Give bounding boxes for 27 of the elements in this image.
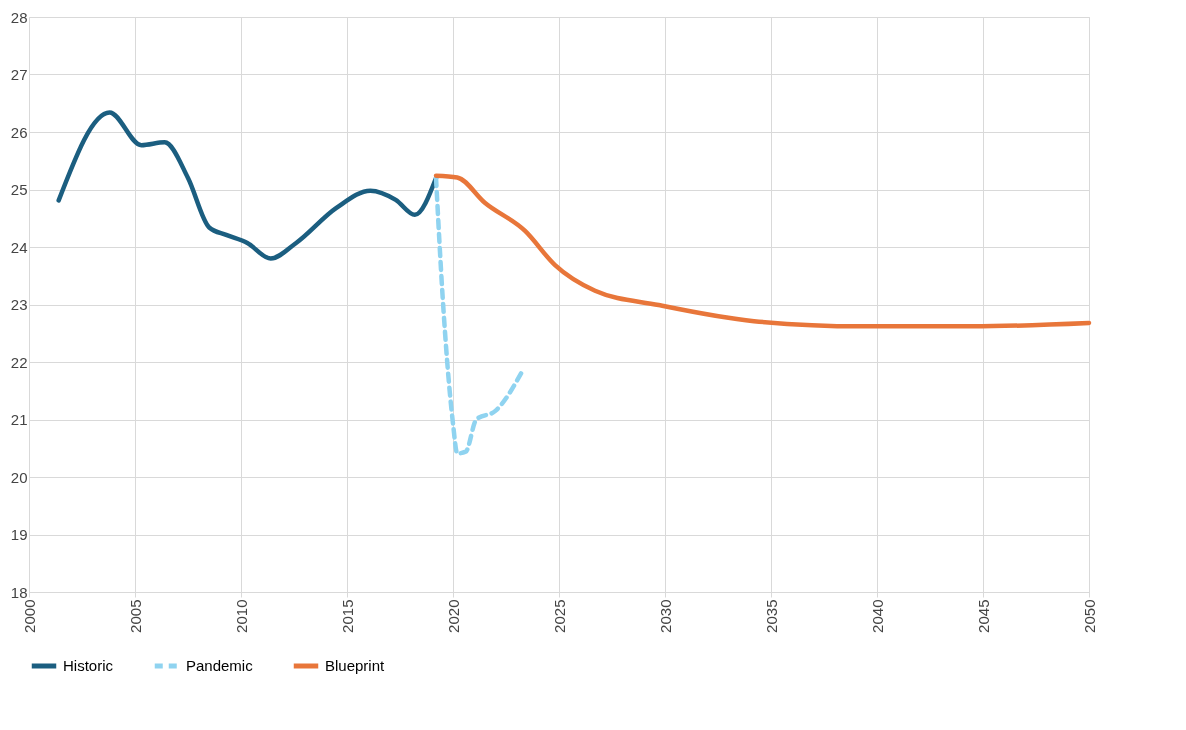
x-tick-label: 2025 <box>550 599 568 633</box>
legend-label: Historic <box>63 657 114 674</box>
x-tick-label: 2020 <box>444 599 462 633</box>
line-series <box>433 175 526 456</box>
x-tick-label: 2040 <box>868 599 886 633</box>
legend-label: Blueprint <box>325 657 386 674</box>
y-tick-label: 20 <box>10 468 28 486</box>
x-tick-label: 2050 <box>1080 599 1098 633</box>
y-tick-label: 22 <box>10 353 28 371</box>
x-tick-label: 2035 <box>762 599 780 633</box>
x-tick-label: 2015 <box>338 599 356 633</box>
x-tick-label: 2010 <box>232 599 250 633</box>
y-tick-label: 24 <box>10 238 28 256</box>
y-tick-label: 21 <box>10 411 28 428</box>
legend-label: Pandemic <box>186 657 254 674</box>
y-tick-label: 25 <box>10 181 28 198</box>
y-tick-label: 28 <box>10 8 28 26</box>
x-tick-label: 2045 <box>974 599 992 633</box>
y-tick-label: 18 <box>10 583 28 601</box>
y-tick-label: 23 <box>10 296 28 313</box>
y-tick-label: 26 <box>10 123 28 141</box>
y-tick-label: 27 <box>10 66 28 83</box>
x-tick-label: 2030 <box>656 599 674 633</box>
y-tick-label: 19 <box>10 526 28 543</box>
x-tick-label: 2005 <box>126 599 144 633</box>
line-series <box>433 173 1092 329</box>
x-tick-label: 2000 <box>20 599 38 633</box>
